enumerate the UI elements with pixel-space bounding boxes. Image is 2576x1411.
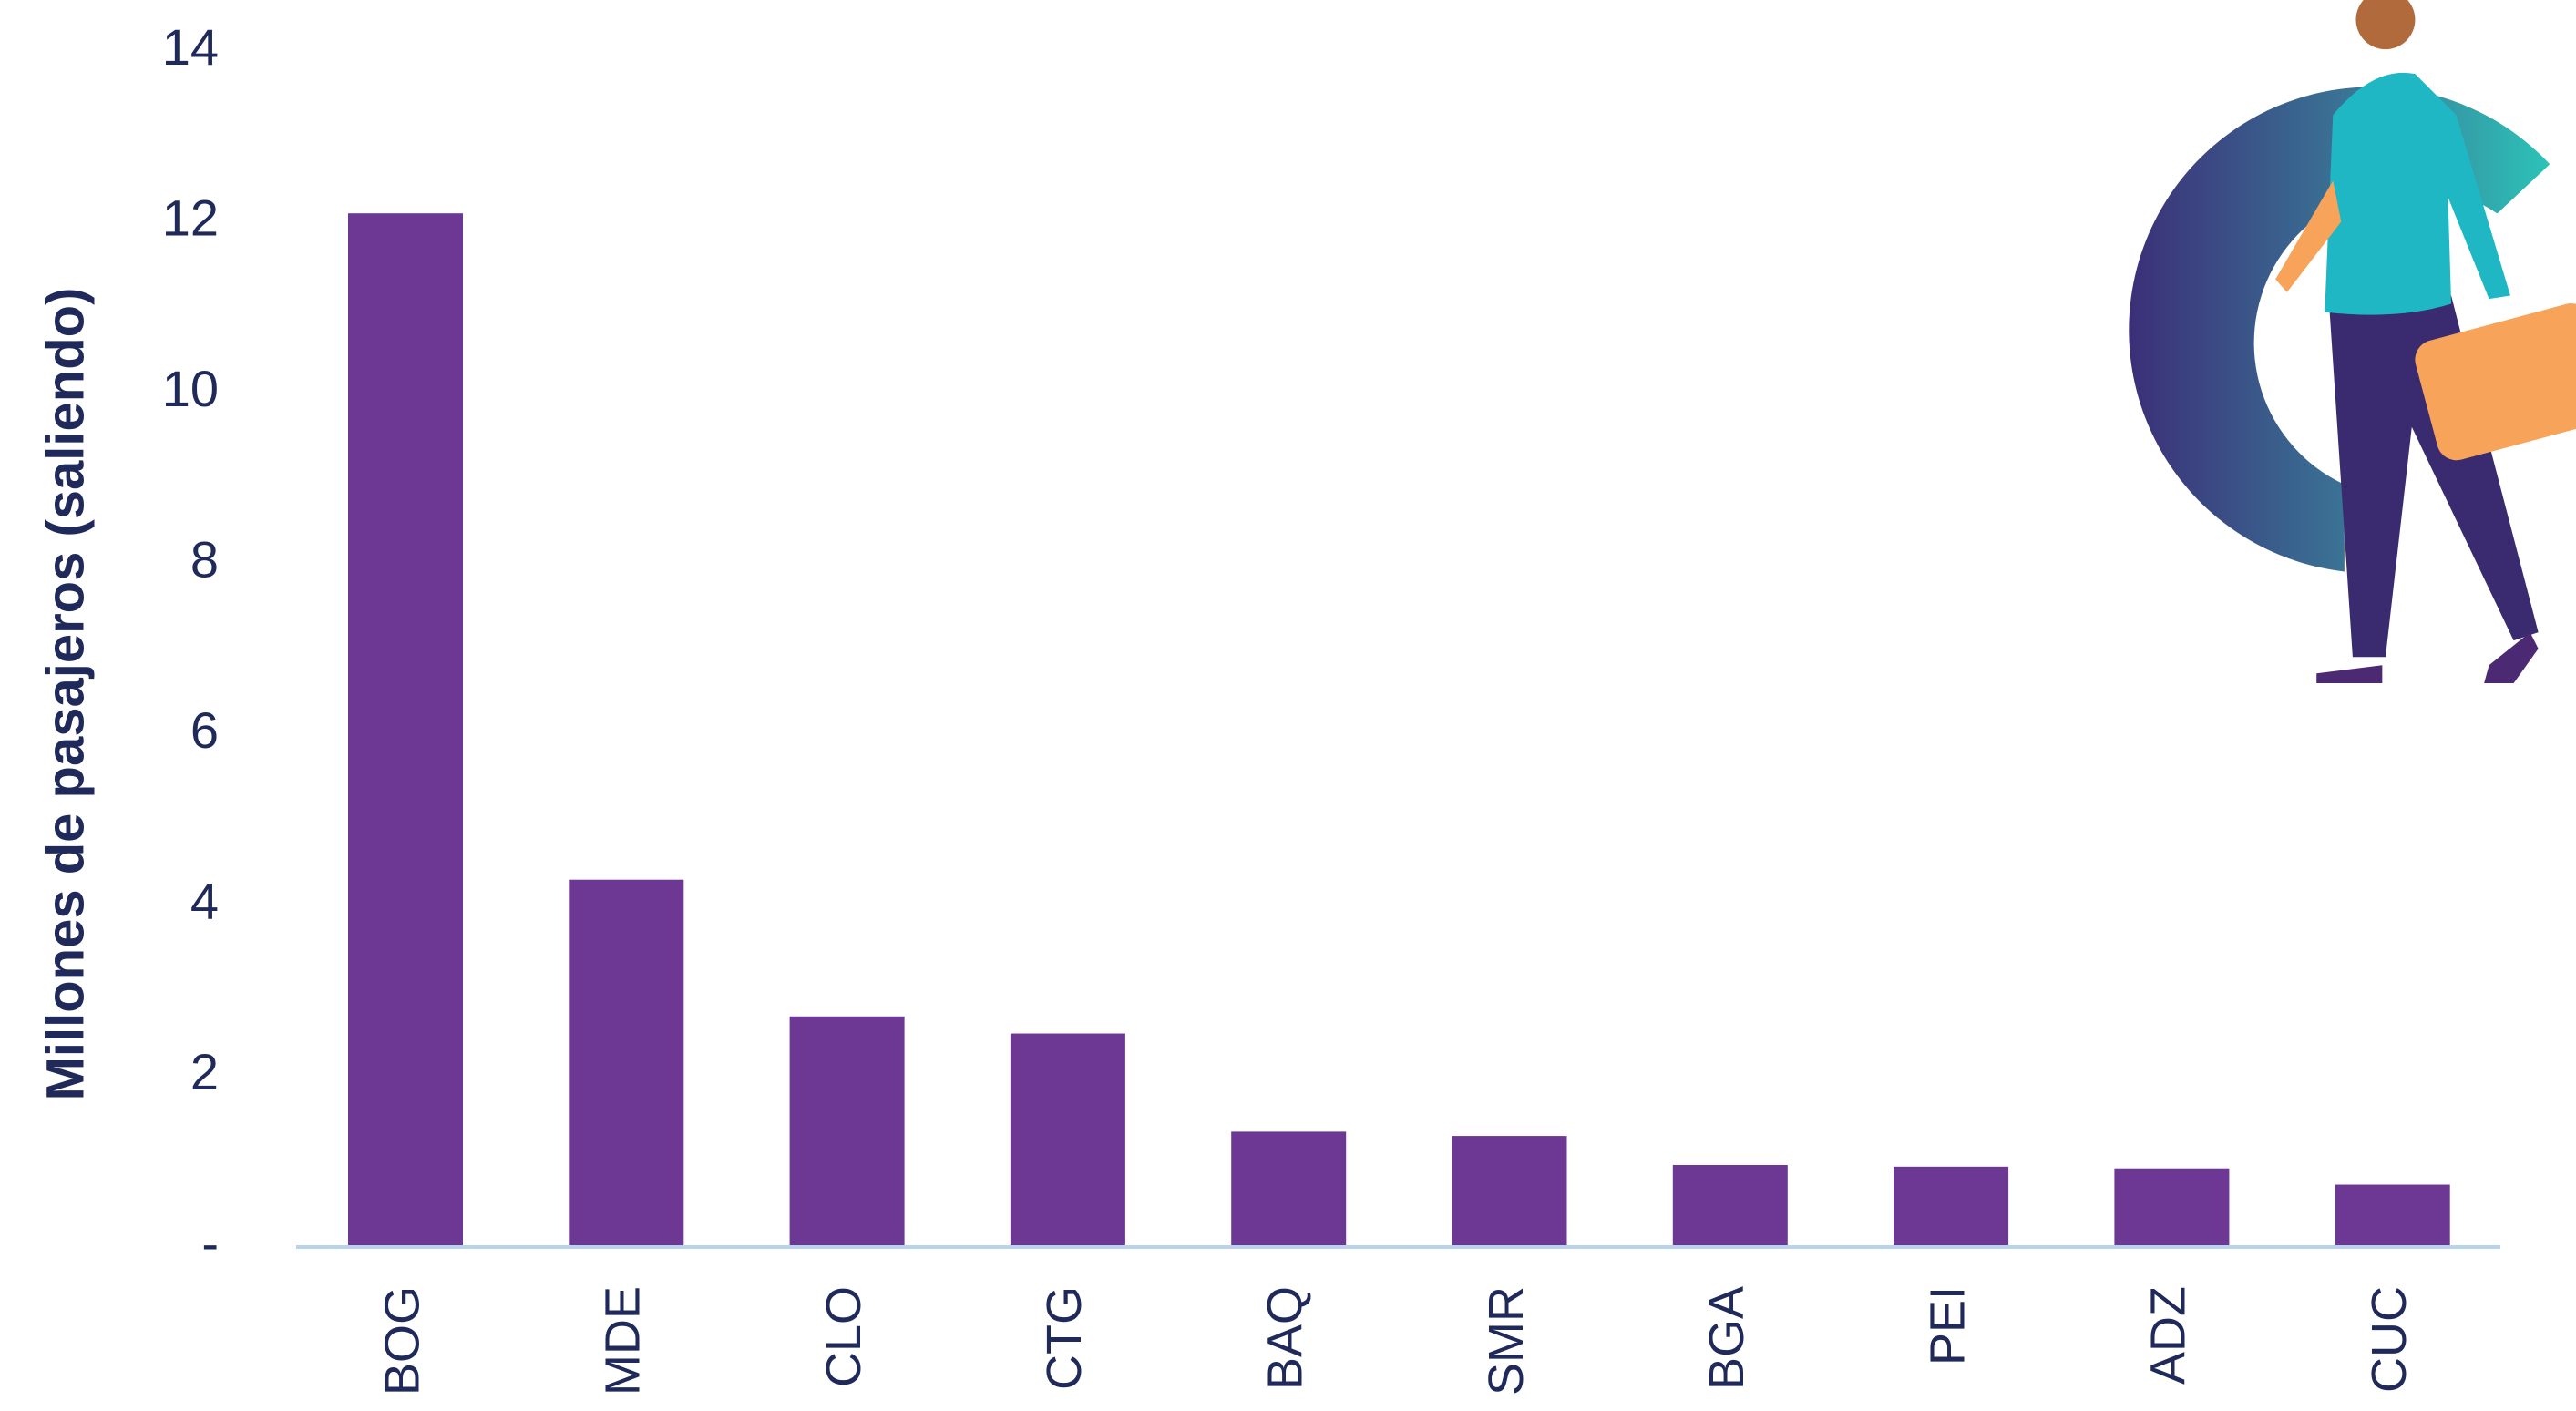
chart: Millones de pasajeros (saliendo) - 2 4 6 8 10…	[0, 0, 2576, 1411]
bar	[790, 1017, 905, 1247]
bar	[1894, 1167, 2008, 1247]
y-tick-label: 6	[190, 701, 219, 759]
x-tick-label: CUC	[2362, 1286, 2417, 1393]
illustration	[2129, 0, 2576, 683]
x-tick-label: MDE	[596, 1286, 651, 1396]
x-tick-label: BOG	[375, 1286, 429, 1396]
x-tick-label: BAQ	[1257, 1286, 1312, 1390]
x-tick-label: ADZ	[2141, 1286, 2196, 1385]
y-tick-label: 14	[162, 18, 219, 76]
bar	[569, 880, 683, 1247]
y-tick-label: 10	[162, 360, 219, 417]
y-axis-title: Millones de pasajeros (saliendo)	[36, 288, 95, 1101]
x-tick-label: BGA	[1699, 1286, 1754, 1390]
x-tick-label: CTG	[1037, 1286, 1092, 1390]
bar	[2114, 1169, 2229, 1247]
bar	[1673, 1165, 1788, 1247]
bar	[1231, 1131, 1346, 1247]
y-tick-label: 2	[190, 1043, 219, 1100]
bar	[348, 213, 463, 1247]
y-tick-label: 4	[190, 873, 219, 930]
bar	[1011, 1034, 1125, 1247]
x-tick-label: PEI	[1920, 1286, 1975, 1365]
y-tick-label: 12	[162, 189, 219, 246]
y-tick-label: -	[201, 1214, 219, 1272]
x-tick-label: CLO	[816, 1286, 871, 1387]
bar	[1452, 1136, 1567, 1247]
y-tick-label: 8	[190, 531, 219, 588]
x-tick-label: SMR	[1479, 1286, 1534, 1396]
bar	[2335, 1185, 2450, 1247]
